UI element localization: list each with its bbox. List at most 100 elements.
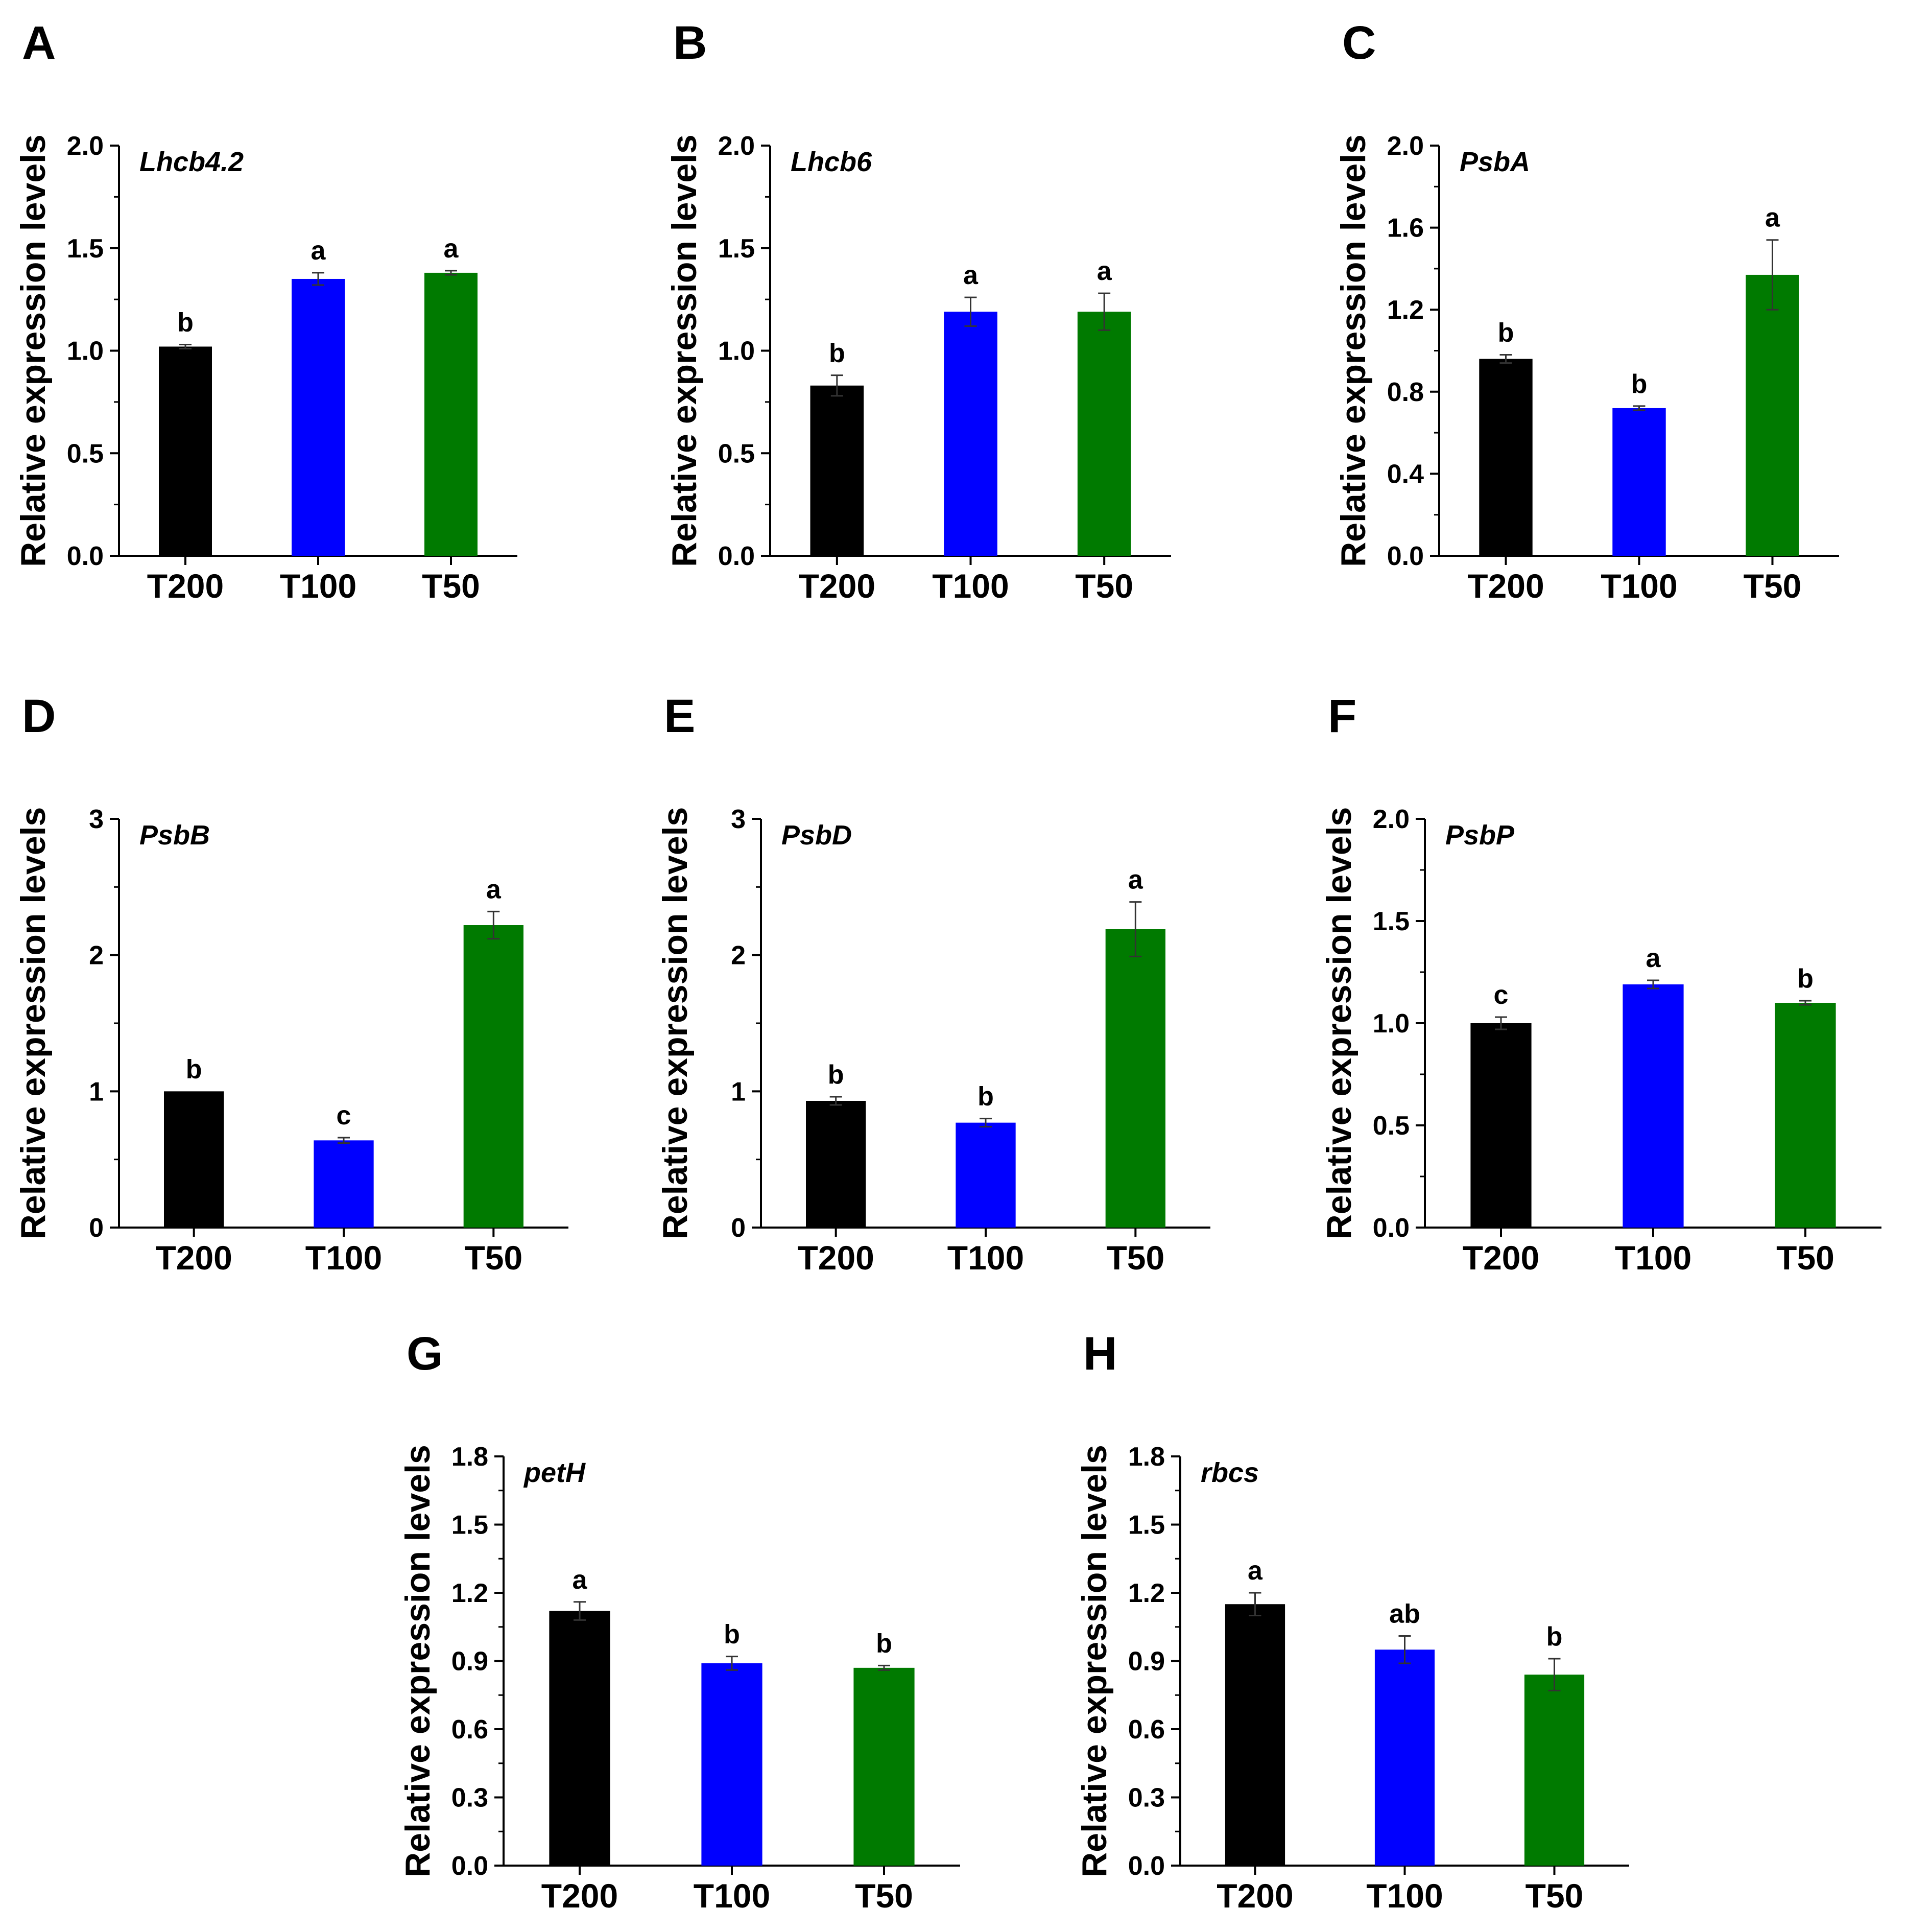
panel-label: G xyxy=(407,1328,443,1380)
significance-letter: b xyxy=(1797,964,1814,994)
panel-h: H Relative expression levels rbcs 0.0 0.3 0.6… xyxy=(1075,1328,1629,1915)
y-tick-label: 0 xyxy=(731,1213,746,1243)
y-tick-label: 1.5 xyxy=(1373,907,1410,936)
bar-t100 xyxy=(1612,408,1666,556)
bar-t200 xyxy=(810,385,864,556)
x-tick-label: T100 xyxy=(694,1877,770,1915)
significance-letter: c xyxy=(337,1101,351,1130)
y-tick-label: 1.2 xyxy=(1128,1578,1165,1608)
y-axis-label: Relative expression levels xyxy=(1075,1445,1114,1877)
gene-title: Lhcb4.2 xyxy=(139,147,244,177)
bar-t200 xyxy=(549,1611,610,1866)
x-tick-label: T100 xyxy=(1366,1877,1443,1915)
x-tick-label: T200 xyxy=(147,567,224,605)
y-tick-label: 0.0 xyxy=(67,541,104,571)
panel-label: D xyxy=(22,690,56,742)
y-tick-label: 1.5 xyxy=(718,234,755,264)
bar-t100 xyxy=(944,312,997,556)
y-tick-label: 0.9 xyxy=(1128,1647,1165,1677)
x-tick-label: T50 xyxy=(1075,567,1133,605)
panel-c: C Relative expression levels PsbA 0.0 0.4 0.8… xyxy=(1334,17,1839,605)
significance-letter: a xyxy=(573,1565,588,1595)
y-tick-label: 2 xyxy=(89,941,104,971)
y-tick-label: 0.9 xyxy=(451,1647,488,1677)
y-tick-label: 0.5 xyxy=(1373,1111,1410,1141)
bar-t200 xyxy=(159,346,212,556)
y-axis-label: Relative expression levels xyxy=(1320,807,1358,1240)
y-tick-label: 2.0 xyxy=(1387,131,1424,161)
y-tick-label: 0.3 xyxy=(1128,1783,1165,1813)
significance-letter: b xyxy=(829,339,845,368)
x-tick-label: T200 xyxy=(1463,1239,1539,1277)
gene-title: PsbA xyxy=(1460,147,1530,177)
y-axis-label: Relative expression levels xyxy=(14,807,53,1240)
panel-g: G Relative expression levels petH 0.0 0.3 0.6… xyxy=(398,1328,960,1915)
significance-letter: b xyxy=(1546,1622,1563,1652)
x-tick-label: T200 xyxy=(1467,567,1544,605)
bar-t50 xyxy=(463,925,523,1228)
bar-t200 xyxy=(1479,359,1533,556)
x-tick-label: T200 xyxy=(155,1239,232,1277)
x-tick-label: T100 xyxy=(932,567,1009,605)
bar-t50 xyxy=(853,1667,915,1866)
y-tick-label: 0.4 xyxy=(1387,459,1424,489)
significance-letter: a xyxy=(1248,1556,1263,1586)
y-tick-label: 0.0 xyxy=(451,1851,488,1881)
y-tick-label: 3 xyxy=(731,805,746,834)
y-tick-label: 1.8 xyxy=(451,1442,488,1472)
x-tick-label: T50 xyxy=(464,1239,522,1277)
bar-t50 xyxy=(1105,929,1165,1228)
gene-title: rbcs xyxy=(1201,1457,1259,1488)
panel-a: A Relative expression levels Lhcb4.2 0.0 0.5… xyxy=(14,17,517,605)
x-tick-label: T50 xyxy=(1106,1239,1164,1277)
gene-title: PsbD xyxy=(781,820,852,851)
significance-letter: a xyxy=(963,261,979,290)
bar-t200 xyxy=(806,1101,866,1228)
significance-letter: c xyxy=(1494,980,1509,1010)
panel-label: A xyxy=(22,17,56,69)
significance-letter: b xyxy=(876,1629,892,1658)
y-axis-label: Relative expression levels xyxy=(14,134,53,567)
y-tick-label: 1.0 xyxy=(718,337,755,366)
significance-letter: a xyxy=(1097,256,1112,286)
x-tick-label: T100 xyxy=(1615,1239,1691,1277)
significance-letter: a xyxy=(1765,203,1780,233)
y-tick-label: 2 xyxy=(731,941,746,971)
x-tick-label: T50 xyxy=(1744,567,1802,605)
panel-f: F Relative expression levels PsbP 0.0 0.5 1.0… xyxy=(1320,690,1881,1277)
y-tick-label: 1.5 xyxy=(67,234,104,264)
bar-t50 xyxy=(1775,1003,1836,1228)
gene-title: PsbP xyxy=(1445,820,1515,851)
bar-t200 xyxy=(1225,1604,1285,1866)
bar-t50 xyxy=(424,272,478,556)
x-tick-label: T200 xyxy=(541,1877,618,1915)
y-tick-label: 0.0 xyxy=(1373,1213,1410,1243)
panel-d: D Relative expression levels PsbB 0 1 2 3 T200 b… xyxy=(14,690,568,1277)
y-tick-label: 1.5 xyxy=(451,1511,488,1540)
y-tick-label: 1.6 xyxy=(1387,214,1424,243)
x-tick-label: T100 xyxy=(947,1239,1024,1277)
y-tick-label: 1.2 xyxy=(451,1578,488,1608)
y-tick-label: 0.3 xyxy=(451,1783,488,1813)
y-tick-label: 0.6 xyxy=(451,1715,488,1745)
y-tick-label: 2.0 xyxy=(718,131,755,161)
bar-t200 xyxy=(1470,1023,1532,1228)
panel-label: C xyxy=(1342,17,1376,69)
y-axis-label: Relative expression levels xyxy=(398,1445,437,1877)
y-tick-label: 1.2 xyxy=(1387,295,1424,325)
y-tick-label: 0 xyxy=(89,1213,104,1243)
significance-letter: b xyxy=(1498,318,1514,348)
panel-label: B xyxy=(673,17,707,69)
x-tick-label: T100 xyxy=(280,567,356,605)
x-tick-label: T50 xyxy=(422,567,480,605)
y-tick-label: 1.5 xyxy=(1128,1511,1165,1540)
y-tick-label: 1 xyxy=(731,1077,746,1106)
significance-letter: b xyxy=(978,1082,994,1112)
significance-letter: a xyxy=(311,236,326,266)
significance-letter: ab xyxy=(1389,1599,1420,1629)
bar-t200 xyxy=(164,1091,224,1228)
bar-t100 xyxy=(292,278,345,556)
y-tick-label: 2.0 xyxy=(1373,805,1410,834)
y-tick-label: 0.8 xyxy=(1387,378,1424,407)
bar-t100 xyxy=(314,1140,374,1228)
